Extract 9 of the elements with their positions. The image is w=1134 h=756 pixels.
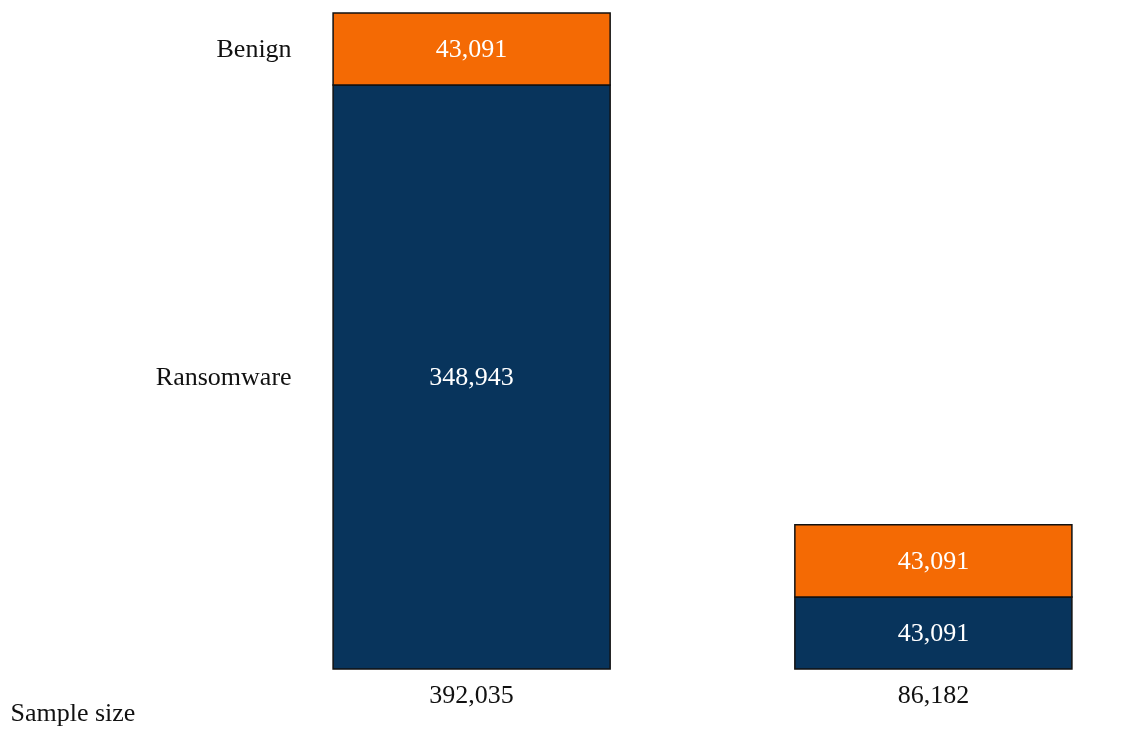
data-label: 43,091 xyxy=(897,545,970,575)
data-label: 43,091 xyxy=(435,34,508,64)
series-label: Benign xyxy=(216,34,292,64)
x-axis-title: Sample size xyxy=(10,697,136,727)
data-label: 348,943 xyxy=(429,362,514,392)
series-label: Ransomware xyxy=(155,362,292,392)
x-tick-label: 392,035 xyxy=(429,679,514,709)
x-tick-label: 86,182 xyxy=(897,679,970,709)
data-label: 43,091 xyxy=(897,617,970,647)
